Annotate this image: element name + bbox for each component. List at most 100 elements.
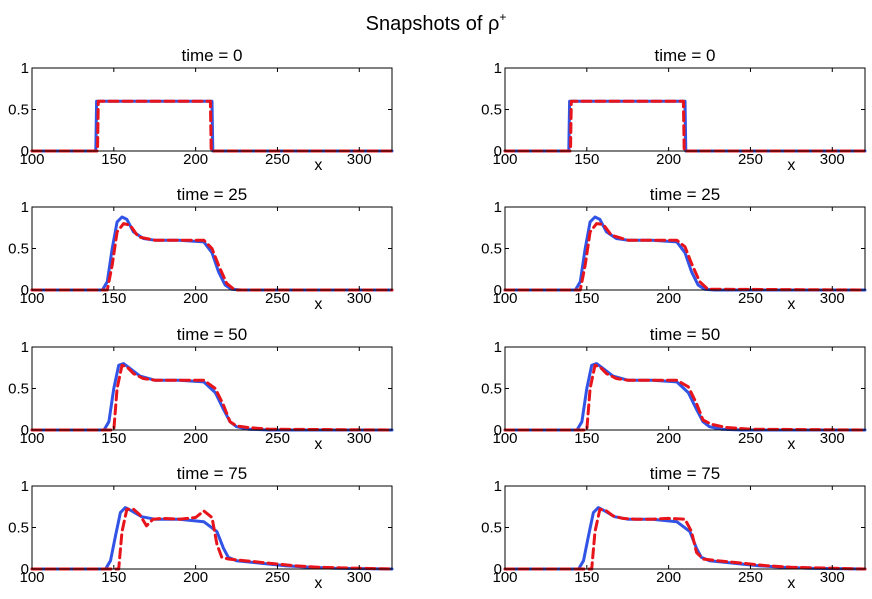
subplot-1: time = 0 100 150 200 250 300 0 0.5 1 x xyxy=(8,46,394,174)
series-line-dashed xyxy=(30,222,394,292)
y-tick-label: 1 xyxy=(494,478,502,495)
x-tick-label: 150 xyxy=(101,569,126,586)
x-axis-label: x xyxy=(314,157,322,174)
figure-title-superscript: + xyxy=(499,10,506,24)
y-tick-label: 0 xyxy=(494,422,502,439)
subplot-6: time = 50 100 150 200 250 300 0 0.5 1 x xyxy=(481,325,867,453)
x-tick-label: 150 xyxy=(574,151,599,168)
x-axis-label: x xyxy=(787,157,795,174)
y-tick-label: 0.5 xyxy=(481,102,502,119)
x-tick-label: 150 xyxy=(101,430,126,447)
y-tick-label: 0 xyxy=(21,143,29,160)
x-tick-label: 150 xyxy=(574,430,599,447)
x-tick-label: 100 xyxy=(19,430,44,447)
y-tick-label: 0 xyxy=(21,422,29,439)
x-tick-label: 300 xyxy=(347,569,372,586)
figure-title-text: Snapshots of ρ xyxy=(366,13,500,35)
x-tick-label: 300 xyxy=(820,151,845,168)
x-tick-label: 100 xyxy=(492,430,517,447)
y-tick-label: 0 xyxy=(494,143,502,160)
x-tick-label: 250 xyxy=(738,430,763,447)
y-tick-label: 0.5 xyxy=(8,381,29,398)
subplot-3: time = 25 100 150 200 250 300 0 0.5 1 x xyxy=(8,185,394,313)
subplot-4: time = 25 100 150 200 250 300 0 0.5 1 x xyxy=(481,185,867,313)
y-tick-label: 1 xyxy=(21,199,29,216)
x-tick-label: 300 xyxy=(347,151,372,168)
x-tick-label: 200 xyxy=(183,430,208,447)
x-tick-label: 200 xyxy=(183,290,208,307)
x-axis-label: x xyxy=(787,436,795,453)
series-line-solid xyxy=(30,362,394,432)
x-tick-label: 200 xyxy=(656,151,681,168)
x-tick-label: 100 xyxy=(19,290,44,307)
y-tick-label: 0.5 xyxy=(481,241,502,258)
x-tick-label: 300 xyxy=(347,290,372,307)
x-tick-label: 250 xyxy=(265,290,290,307)
subplot-title: time = 0 xyxy=(182,46,243,65)
x-tick-label: 100 xyxy=(492,151,517,168)
x-axis-label: x xyxy=(314,296,322,313)
x-axis-label: x xyxy=(314,575,322,592)
x-tick-label: 300 xyxy=(820,569,845,586)
subplot-title: time = 50 xyxy=(177,325,247,344)
x-tick-label: 300 xyxy=(347,430,372,447)
series-line-solid xyxy=(503,362,867,432)
y-tick-label: 0.5 xyxy=(8,241,29,258)
x-tick-label: 250 xyxy=(265,430,290,447)
subplot-title: time = 25 xyxy=(177,185,247,204)
series-line-solid xyxy=(503,506,867,571)
y-tick-label: 1 xyxy=(494,199,502,216)
y-tick-label: 0.5 xyxy=(481,520,502,537)
x-tick-label: 200 xyxy=(183,151,208,168)
y-tick-label: 1 xyxy=(21,60,29,77)
x-tick-label: 150 xyxy=(574,569,599,586)
x-tick-label: 100 xyxy=(19,569,44,586)
x-tick-label: 200 xyxy=(656,290,681,307)
subplot-title: time = 25 xyxy=(650,185,720,204)
subplot-8: time = 75 100 150 200 250 300 0 0.5 1 x xyxy=(481,464,867,592)
y-tick-label: 1 xyxy=(494,339,502,356)
series-line-dashed xyxy=(30,507,394,571)
subplot-7: time = 75 100 150 200 250 300 0 0.5 1 x xyxy=(8,464,394,592)
x-tick-label: 250 xyxy=(265,569,290,586)
figure-title: Snapshots of ρ+ xyxy=(366,10,507,35)
x-axis-label: x xyxy=(787,296,795,313)
x-axis-label: x xyxy=(314,436,322,453)
series-line-solid xyxy=(503,215,867,292)
y-tick-label: 0 xyxy=(21,561,29,578)
x-tick-label: 150 xyxy=(101,290,126,307)
series-line-dashed xyxy=(30,363,394,432)
subplot-title: time = 0 xyxy=(655,46,716,65)
series-line-dashed xyxy=(503,222,867,292)
y-tick-label: 0.5 xyxy=(481,381,502,398)
x-tick-label: 300 xyxy=(820,430,845,447)
series-line-dashed xyxy=(503,507,867,571)
x-tick-label: 100 xyxy=(492,569,517,586)
x-tick-label: 200 xyxy=(656,430,681,447)
x-tick-label: 250 xyxy=(265,151,290,168)
subplot-title: time = 50 xyxy=(650,325,720,344)
x-tick-label: 250 xyxy=(738,290,763,307)
y-tick-label: 0 xyxy=(21,282,29,299)
y-tick-label: 0.5 xyxy=(8,102,29,119)
x-tick-label: 150 xyxy=(574,290,599,307)
y-tick-label: 1 xyxy=(494,60,502,77)
series-line-dashed xyxy=(503,363,867,432)
subplot-title: time = 75 xyxy=(650,464,720,483)
x-tick-label: 200 xyxy=(656,569,681,586)
x-tick-label: 100 xyxy=(19,151,44,168)
x-tick-label: 200 xyxy=(183,569,208,586)
y-tick-label: 1 xyxy=(21,339,29,356)
x-tick-label: 250 xyxy=(738,151,763,168)
series-line-solid xyxy=(30,215,394,292)
subplot-5: time = 50 100 150 200 250 300 0 0.5 1 x xyxy=(8,325,394,453)
y-tick-label: 0 xyxy=(494,561,502,578)
y-tick-label: 0 xyxy=(494,282,502,299)
x-axis-label: x xyxy=(787,575,795,592)
x-tick-label: 100 xyxy=(492,290,517,307)
subplot-2: time = 0 100 150 200 250 300 0 0.5 1 x xyxy=(481,46,867,174)
x-tick-label: 250 xyxy=(738,569,763,586)
x-tick-label: 300 xyxy=(820,290,845,307)
